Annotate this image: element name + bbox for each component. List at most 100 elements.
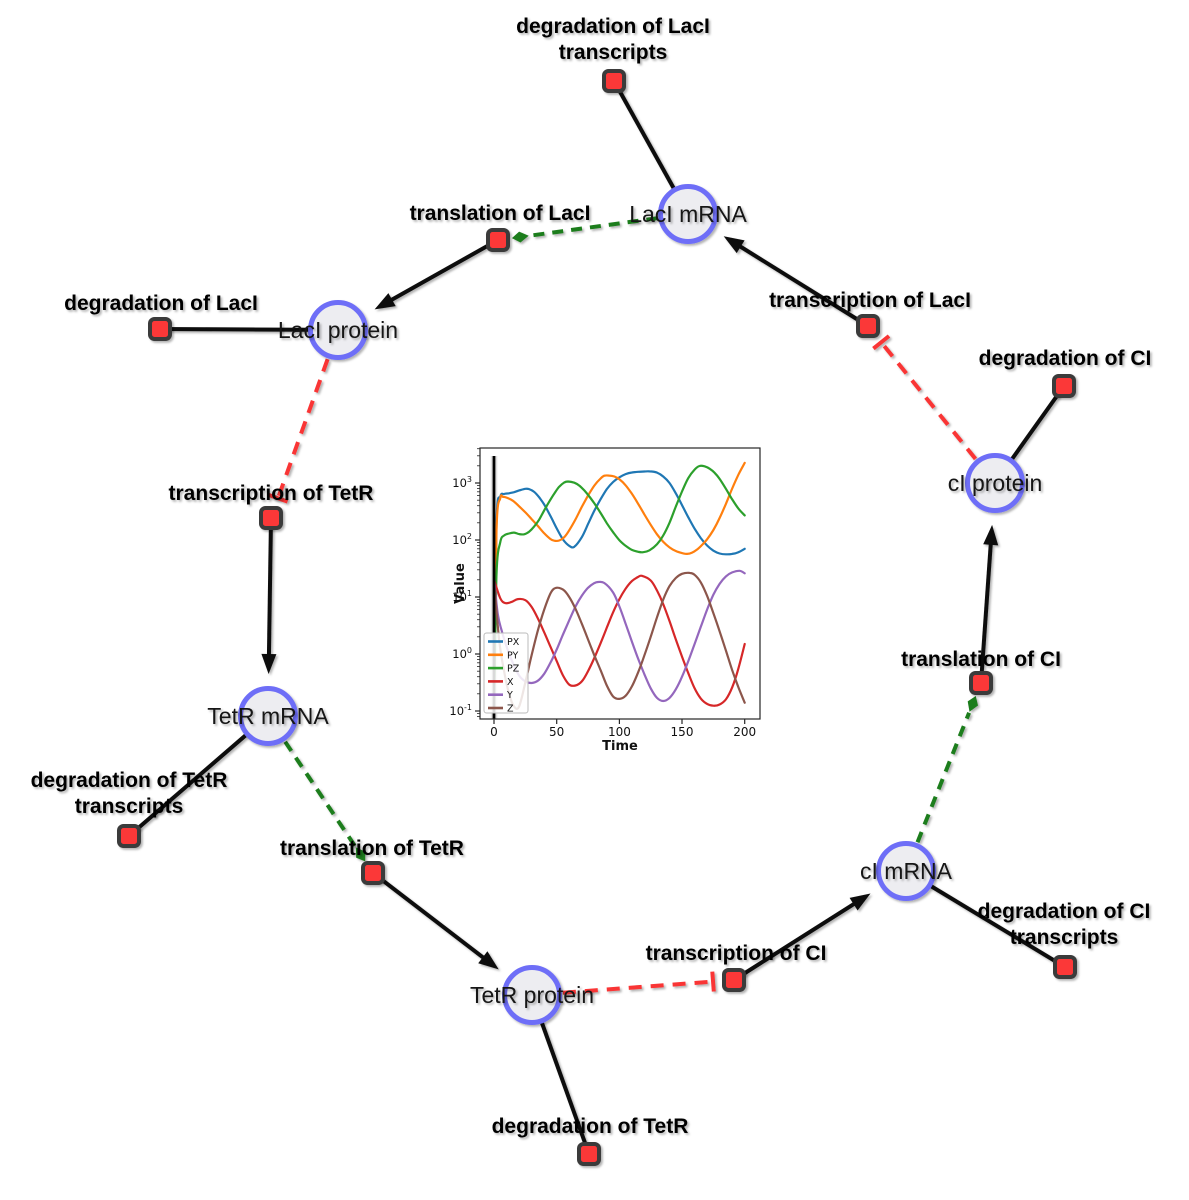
- species-label-laci_mrna: LacI mRNA: [629, 201, 747, 227]
- y-tick-label: 102: [452, 532, 472, 547]
- reaction-label-deg_laci_tx-line2: transcripts: [559, 41, 668, 64]
- reaction-label-translation_laci: translation of LacI: [410, 202, 591, 225]
- edge-translation_laci-laci_protein-arrowhead: [374, 293, 396, 310]
- reaction-node-transcription_ci[interactable]: [722, 968, 746, 992]
- reaction-label-deg_ci_tx-line2: transcripts: [1010, 926, 1119, 949]
- legend-label-PY: PY: [507, 650, 519, 661]
- legend-label-Y: Y: [506, 690, 513, 701]
- reaction-label-translation_tetr: translation of TetR: [280, 837, 464, 860]
- legend-label-PZ: PZ: [507, 664, 520, 675]
- reaction-node-transcription_laci[interactable]: [856, 314, 880, 338]
- reaction-label-transcription_tetr: transcription of TetR: [169, 482, 374, 505]
- edge-translation_laci-laci_protein: [382, 238, 499, 307]
- edge-tetr_protein-transcription_ci: [562, 979, 714, 995]
- inset-chart: 0 50 100 150 200Time10-1100101102103ValuePXP…: [449, 436, 778, 758]
- edge-tetr_mrna-deg_tetr_tx: [127, 732, 249, 838]
- series-X-line: [492, 574, 746, 707]
- edge-transcription_tetr-tetr_mrna: [266, 517, 273, 665]
- series-Z-line: [492, 571, 746, 710]
- x-tick-label: 100: [608, 725, 631, 739]
- edge-laci_mrna-translation_laci-arrowhead: [511, 231, 529, 243]
- reaction-label-translation_ci: translation of CI: [901, 648, 1061, 671]
- species-node-tetr_protein[interactable]: [502, 965, 562, 1025]
- edges-layer: [127, 80, 1067, 1155]
- nodes-layer: [117, 69, 1077, 1166]
- species-label-laci_protein: LacI protein: [278, 317, 398, 343]
- species-node-ci_protein[interactable]: [965, 453, 1025, 513]
- reaction-node-deg_ci_tx[interactable]: [1053, 955, 1077, 979]
- edge-ci_mrna-deg_ci_tx: [928, 883, 1067, 969]
- edge-translation_ci-ci_protein: [979, 534, 994, 684]
- edge-translation_tetr-tetr_protein-arrowhead: [478, 951, 499, 970]
- reaction-label-deg_ci: degradation of CI: [979, 347, 1152, 370]
- reaction-node-deg_laci_tx[interactable]: [602, 69, 626, 93]
- reaction-node-deg_tetr[interactable]: [577, 1142, 601, 1166]
- x-tick-label: 50: [549, 725, 564, 739]
- species-node-ci_mrna[interactable]: [876, 841, 936, 901]
- labels-layer: LacI mRNA LacI protein cI protein TetR mRNA…: [31, 15, 1152, 1138]
- legend-label-Z: Z: [507, 704, 514, 715]
- reaction-node-translation_tetr[interactable]: [361, 861, 385, 885]
- edge-translation_tetr-tetr_protein: [371, 871, 492, 965]
- species-label-tetr_mrna: TetR mRNA: [207, 703, 329, 729]
- y-tick-label: 100: [452, 646, 472, 661]
- species-node-laci_mrna[interactable]: [658, 184, 718, 244]
- species-label-ci_mrna: cI mRNA: [860, 858, 953, 884]
- edge-laci_protein-deg_laci: [159, 327, 311, 332]
- series-Y-line: [492, 569, 746, 703]
- y-axis: 10-1 100 101 102 103 Value: [449, 448, 480, 718]
- series-PY-line: [492, 461, 746, 713]
- edge-ci_protein-transcription_laci-tbar: [872, 334, 891, 351]
- legend-box: [483, 632, 529, 714]
- edge-ci_protein-transcription_laci: [879, 341, 978, 461]
- reaction-label-deg_tetr: degradation of TetR: [492, 1115, 689, 1138]
- legend-label-PX: PX: [507, 637, 520, 648]
- edge-laci_mrna-translation_laci: [529, 216, 658, 238]
- y-tick-label: 10-1: [449, 703, 472, 718]
- species-label-ci_protein: cI protein: [948, 470, 1043, 496]
- edge-tetr_mrna-translation_tetr: [283, 740, 357, 848]
- reaction-node-deg_ci[interactable]: [1052, 374, 1076, 398]
- edge-tetr_mrna-translation_tetr-arrowhead: [355, 847, 366, 862]
- reaction-node-deg_tetr_tx[interactable]: [117, 824, 141, 848]
- reaction-label-transcription_ci: transcription of CI: [646, 942, 827, 965]
- species-node-laci_protein[interactable]: [308, 300, 368, 360]
- species-label-tetr_protein: TetR protein: [470, 982, 594, 1008]
- edge-ci_mrna-translation_ci: [915, 711, 971, 843]
- edge-transcription_laci-laci_mrna: [731, 239, 870, 328]
- edge-tetr_protein-deg_tetr: [539, 1020, 591, 1155]
- reaction-label-deg_tetr_tx-line1: degradation of TetR: [31, 769, 228, 792]
- reaction-label-deg_laci: degradation of LacI: [64, 292, 258, 315]
- x-tick-label: 0: [490, 725, 498, 739]
- reaction-label-deg_ci_tx-line1: degradation of CI: [978, 900, 1151, 923]
- edge-laci_protein-transcription_tetr-tbar: [267, 493, 289, 504]
- legend: PX PY PZ XYZ: [483, 632, 529, 715]
- series-PX-line: [492, 470, 746, 713]
- chart-series-group: [492, 461, 746, 713]
- x-tick-label: 150: [671, 725, 694, 739]
- x-axis-title: Time: [602, 739, 638, 754]
- edge-tetr_protein-transcription_ci-tbar: [710, 971, 716, 992]
- x-tick-label: 200: [733, 725, 756, 739]
- edge-ci_mrna-translation_ci-arrowhead: [967, 696, 978, 712]
- reaction-label-deg_tetr_tx-line2: transcripts: [75, 795, 184, 818]
- reaction-node-translation_laci[interactable]: [486, 228, 510, 252]
- reaction-label-deg_laci_tx-line1: degradation of LacI: [516, 15, 710, 38]
- series-PZ-line: [492, 464, 746, 713]
- y-tick-label: 103: [452, 475, 472, 490]
- species-node-tetr_mrna[interactable]: [238, 686, 298, 746]
- edge-laci_protein-transcription_tetr: [276, 358, 330, 499]
- reaction-node-transcription_tetr[interactable]: [259, 506, 283, 530]
- x-axis: 0 50 100 150 200 Time: [490, 719, 756, 754]
- reaction-node-deg_laci[interactable]: [148, 317, 172, 341]
- edge-transcription_tetr-tetr_mrna-arrowhead: [261, 653, 277, 674]
- edge-transcription_ci-ci_mrna: [732, 897, 864, 982]
- reaction-label-transcription_laci: transcription of LacI: [769, 289, 971, 312]
- edge-transcription_laci-laci_mrna-arrowhead: [723, 236, 745, 254]
- edge-ci_protein-deg_ci: [1009, 384, 1066, 462]
- reaction-node-translation_ci[interactable]: [969, 671, 993, 695]
- edge-laci_mrna-deg_laci_tx: [612, 80, 677, 191]
- y-axis-title: Value: [453, 563, 468, 604]
